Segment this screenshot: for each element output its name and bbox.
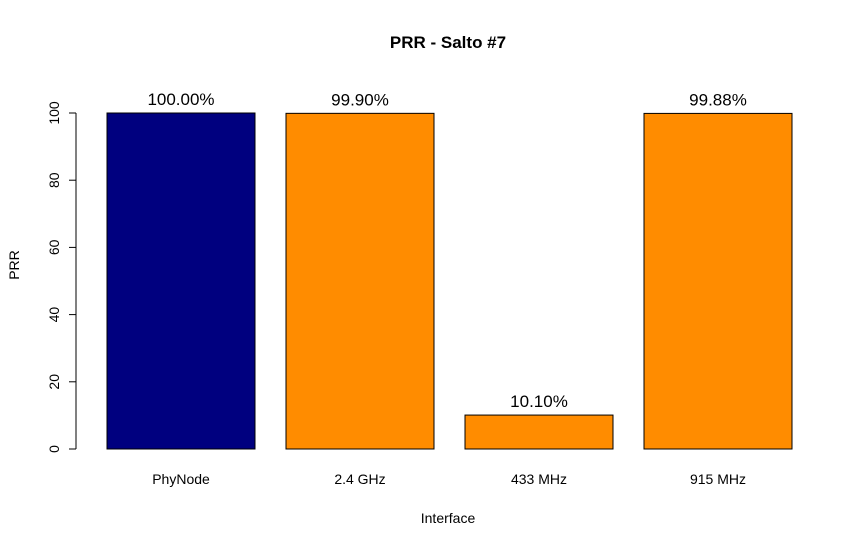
y-axis-label: PRR bbox=[6, 250, 22, 280]
y-tick-label: 0 bbox=[46, 445, 62, 453]
bar-value-label: 10.10% bbox=[510, 392, 568, 411]
y-tick-label: 100 bbox=[46, 101, 62, 125]
x-axis-label: Interface bbox=[421, 510, 476, 526]
category-labels: PhyNode 2.4 GHz 433 MHz 915 MHz bbox=[152, 471, 746, 487]
chart-title: PRR - Salto #7 bbox=[390, 33, 506, 52]
bars-group bbox=[106, 112, 793, 450]
y-tick-label: 80 bbox=[46, 172, 62, 188]
bar bbox=[464, 414, 614, 450]
y-tick-label: 40 bbox=[46, 307, 62, 323]
y-tick-label: 20 bbox=[46, 374, 62, 390]
y-tick-label: 60 bbox=[46, 239, 62, 255]
bar-value-label: 100.00% bbox=[147, 90, 214, 109]
bar-value-label: 99.90% bbox=[331, 90, 389, 109]
bar bbox=[106, 112, 256, 450]
data-labels: 100.00% 99.90% 10.10% 99.88% bbox=[147, 90, 746, 411]
y-axis-ticks: 0 20 40 60 80 100 bbox=[46, 101, 76, 453]
bar bbox=[643, 112, 793, 450]
x-category-label: 433 MHz bbox=[511, 471, 567, 487]
x-category-label: 915 MHz bbox=[690, 471, 746, 487]
bar-value-label: 99.88% bbox=[689, 90, 747, 109]
x-category-label: 2.4 GHz bbox=[334, 471, 385, 487]
bar bbox=[285, 112, 435, 450]
x-category-label: PhyNode bbox=[152, 471, 210, 487]
